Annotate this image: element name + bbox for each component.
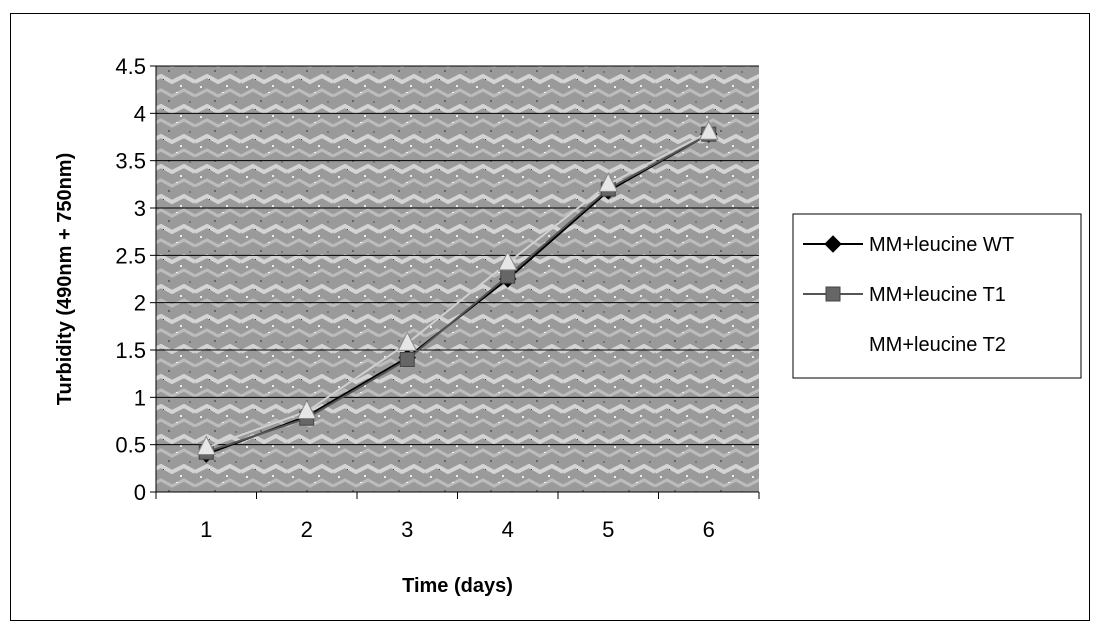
legend-label: MM+leucine T2 bbox=[869, 334, 1006, 356]
y-tick-label: 4.5 bbox=[115, 54, 146, 79]
plot-area bbox=[156, 66, 759, 492]
chart-svg: 0 0.5 1 1.5 2 2.5 3 3.5 4 4.5 1 2 3 4 5 6 Turbidity (49… bbox=[11, 14, 1091, 622]
y-tick-label: 3 bbox=[134, 196, 146, 221]
y-tick-label: 4 bbox=[134, 101, 146, 126]
legend-label: MM+leucine T1 bbox=[869, 284, 1006, 306]
y-axis-title: Turbidity (490nm + 750nm) bbox=[54, 153, 76, 405]
x-tick-label: 1 bbox=[200, 517, 212, 542]
x-tick-label: 4 bbox=[502, 517, 514, 542]
legend-label: MM+leucine WT bbox=[869, 234, 1014, 256]
chart-frame: 0 0.5 1 1.5 2 2.5 3 3.5 4 4.5 1 2 3 4 5 6 Turbidity (49… bbox=[10, 13, 1090, 621]
x-axis-title: Time (days) bbox=[402, 575, 513, 597]
x-tick-label: 2 bbox=[301, 517, 313, 542]
legend: MM+leucine WT MM+leucine T1 MM+leucine T2 bbox=[793, 214, 1081, 378]
y-tick-label: 3.5 bbox=[115, 149, 146, 174]
data-point bbox=[400, 352, 414, 366]
y-tick-label: 1.5 bbox=[115, 338, 146, 363]
x-tick-label: 3 bbox=[401, 517, 413, 542]
y-tick-label: 2.5 bbox=[115, 243, 146, 268]
x-tick-label: 5 bbox=[602, 517, 614, 542]
y-tick-label: 1 bbox=[134, 385, 146, 410]
y-tick-label: 0 bbox=[134, 480, 146, 505]
y-tick-label: 0.5 bbox=[115, 433, 146, 458]
y-tick-label: 2 bbox=[134, 291, 146, 316]
x-tick-label: 6 bbox=[703, 517, 715, 542]
legend-marker bbox=[826, 287, 840, 301]
data-point bbox=[501, 269, 515, 283]
